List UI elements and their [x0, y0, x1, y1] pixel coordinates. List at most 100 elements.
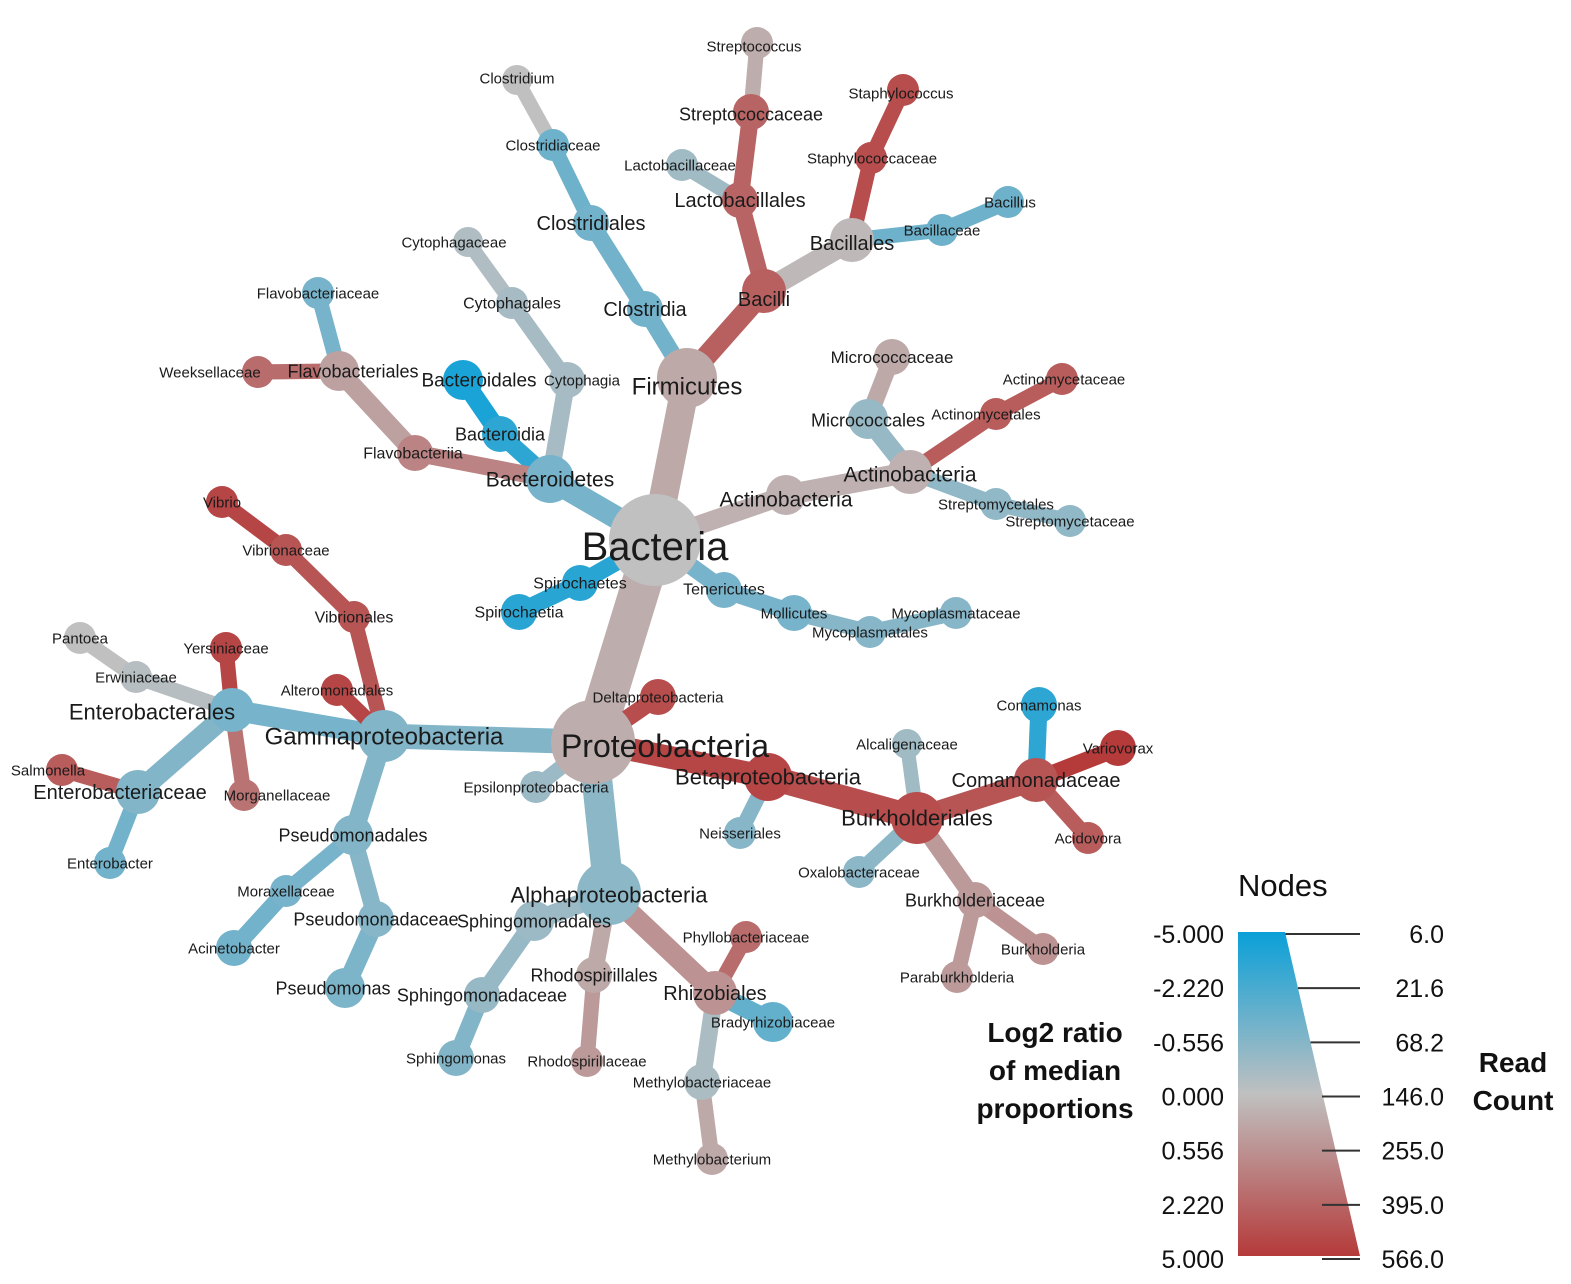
legend-color-tick: 2.220 [1161, 1192, 1224, 1220]
node-vibrionales [338, 601, 370, 633]
label-bacteroidales: Bacteroidales [421, 371, 536, 392]
node-burkholderiaceae [957, 882, 993, 918]
node-streptomycetales [980, 488, 1012, 520]
label-firmicutes: Firmicutes [632, 373, 743, 400]
node-alphaproteobacteria [577, 861, 641, 925]
label-burkholderiales: Burkholderiales [841, 806, 993, 831]
label-actinobacteria_p: Actinobacteria [719, 488, 852, 511]
legend-color-tick: -0.556 [1153, 1029, 1224, 1057]
node-actinobacteria_c [888, 450, 932, 494]
label-burkholderiaceae: Burkholderiaceae [905, 890, 1045, 910]
label-cytophagales: Cytophagales [463, 296, 561, 313]
node-cytophagia [549, 362, 585, 398]
label-enterobacteriaceae: Enterobacteriaceae [33, 782, 206, 804]
label-flavobacteriia: Flavobacteriia [363, 446, 463, 463]
label-actinomycetales: Actinomycetales [931, 406, 1040, 423]
node-sphingomonadaceae [464, 977, 500, 1013]
node-spirochaetes [562, 565, 598, 601]
label-yersiniaceae: Yersiniaceae [183, 640, 268, 657]
legend: Nodes -5.000 6.0 -2.220 21.6 -0.556 68.2 0.000… [976, 868, 1553, 1274]
label-bacteria: Bacteria [582, 525, 729, 569]
label-rhodospirillales: Rhodospirillales [530, 965, 657, 985]
legend-title: Nodes [1238, 868, 1328, 903]
label-methylobacterium: Methylobacterium [653, 1151, 771, 1168]
node-mycoplasmataceae [940, 597, 972, 629]
tree-nodes [46, 27, 1136, 1175]
node-micrococcales [848, 399, 888, 439]
label-clostridium: Clostridium [479, 70, 554, 87]
node-streptomycetaceae [1054, 505, 1086, 537]
node-pseudomonas [325, 968, 365, 1008]
node-bacillus [992, 186, 1024, 218]
node-clostridium [502, 65, 532, 95]
node-paraburkholderia [941, 961, 973, 993]
node-firmicutes [657, 348, 717, 408]
label-streptomycetaceae: Streptomycetaceae [1005, 513, 1134, 530]
label-deltaproteobacteria: Deltaproteobacteria [593, 689, 725, 706]
size-scale-label-line2: Count [1473, 1085, 1554, 1116]
legend-size-tick: 6.0 [1409, 921, 1444, 949]
label-vibrionales: Vibrionales [315, 610, 394, 627]
label-clostridiales: Clostridiales [537, 213, 646, 235]
label-methylobacteriaceae: Methylobacteriaceae [633, 1074, 771, 1091]
node-staphylococcus [887, 74, 919, 106]
legend-ticks: -5.000 6.0 -2.220 21.6 -0.556 68.2 0.000 146.0 0… [1153, 921, 1444, 1274]
label-vibrionaceae: Vibrionaceae [242, 542, 329, 559]
label-pseudomonas: Pseudomonas [275, 978, 390, 998]
label-staphylococcaceae: Staphylococcaceae [807, 150, 937, 167]
node-bacillales [830, 218, 874, 262]
node-betaproteobacteria [744, 753, 792, 801]
label-moraxellaceae: Moraxellaceae [237, 883, 335, 900]
node-comamonadaceae [1014, 758, 1058, 802]
label-cytophagia: Cytophagia [544, 372, 621, 389]
label-phyllobacteriaceae: Phyllobacteriaceae [683, 929, 810, 946]
label-mollicutes: Mollicutes [761, 605, 828, 622]
node-tenericutes [706, 572, 742, 608]
node-actinobacteria_p [766, 475, 806, 515]
label-morganellaceae: Morganellaceae [224, 787, 331, 804]
node-methylobacteriaceae [684, 1064, 720, 1100]
color-scale-label-line3: proportions [976, 1093, 1133, 1124]
node-pantoea [64, 622, 96, 654]
label-actinomycetaceae: Actinomycetaceae [1003, 371, 1126, 388]
legend-size-tick: 21.6 [1395, 975, 1444, 1003]
node-bacteroidales [443, 360, 483, 400]
tree-labels: Bacteria Firmicutes Bacilli Lactobacillales… [11, 38, 1154, 1168]
legend-color-tick: -5.000 [1153, 921, 1224, 949]
node-pseudomonadaceae [358, 901, 394, 937]
node-bacteroidetes [526, 455, 574, 503]
label-spirochaetes: Spirochaetes [533, 576, 626, 593]
color-scale-label-line2: of median [989, 1055, 1121, 1086]
label-comamonadaceae: Comamonadaceae [952, 770, 1121, 792]
label-mycoplasmatales: Mycoplasmatales [812, 624, 928, 641]
node-enterobacterales [210, 688, 254, 732]
label-alcaligenaceae: Alcaligenaceae [856, 736, 958, 753]
label-streptococcaceae: Streptococcaceae [679, 104, 823, 124]
node-methylobacterium [696, 1143, 728, 1175]
legend-color-tick: 0.556 [1161, 1138, 1224, 1166]
node-lactobacillales [722, 182, 758, 218]
label-flavobacteriales: Flavobacteriales [287, 361, 418, 381]
node-gammaproteobacteria [358, 710, 410, 762]
label-erwiniaceae: Erwiniaceae [95, 669, 177, 686]
node-cytophagaceae [453, 227, 483, 257]
node-lactobacillaceae [666, 149, 698, 181]
label-clostridia: Clostridia [603, 299, 687, 321]
label-alphaproteobacteria: Alphaproteobacteria [511, 883, 709, 908]
label-betaproteobacteria: Betaproteobacteria [675, 765, 862, 790]
node-bradyrhizobiaceae [753, 1002, 793, 1042]
label-acidovora: Acidovora [1055, 830, 1122, 847]
node-bacteria [609, 494, 701, 586]
node-epsilonproteobacteria [520, 771, 552, 803]
label-lactobacillaceae: Lactobacillaceae [624, 157, 736, 174]
node-cytophagales [496, 287, 528, 319]
node-vibrionaceae [270, 534, 302, 566]
node-bacteroidia [482, 416, 518, 452]
node-spirochaetia [501, 594, 537, 630]
node-vibrio [206, 486, 238, 518]
legend-size-tick: 68.2 [1395, 1029, 1444, 1057]
node-comamonas [1021, 687, 1057, 723]
label-mycoplasmataceae: Mycoplasmataceae [891, 605, 1020, 622]
node-mycoplasmatales [854, 616, 886, 648]
node-salmonella [46, 754, 78, 786]
